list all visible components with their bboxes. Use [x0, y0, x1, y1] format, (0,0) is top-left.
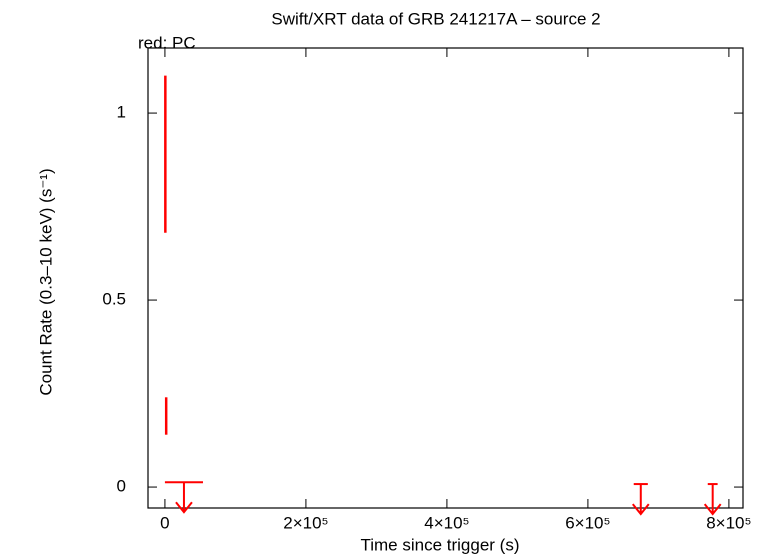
x-tick-label: 6×10⁵	[565, 513, 610, 532]
y-tick-label: 0	[117, 477, 126, 496]
x-tick-label: 4×10⁵	[424, 513, 469, 532]
chart-title: Swift/XRT data of GRB 241217A – source 2	[271, 9, 600, 28]
y-tick-label: 1	[117, 103, 126, 122]
y-axis-label: Count Rate (0.3–10 keV) (s⁻¹)	[36, 168, 55, 395]
y-tick-label: 0.5	[102, 290, 126, 309]
x-axis-label: Time since trigger (s)	[360, 535, 519, 554]
annotation: red: PC	[138, 33, 196, 52]
plot-frame	[147, 47, 744, 509]
x-tick-label: 8×10⁵	[706, 513, 751, 532]
x-tick-label: 0	[160, 513, 169, 532]
upper-limit-arrow	[703, 484, 722, 516]
x-tick-label: 2×10⁵	[283, 513, 328, 532]
upper-limit-arrow	[175, 482, 193, 514]
upper-limit-arrow	[631, 484, 650, 516]
